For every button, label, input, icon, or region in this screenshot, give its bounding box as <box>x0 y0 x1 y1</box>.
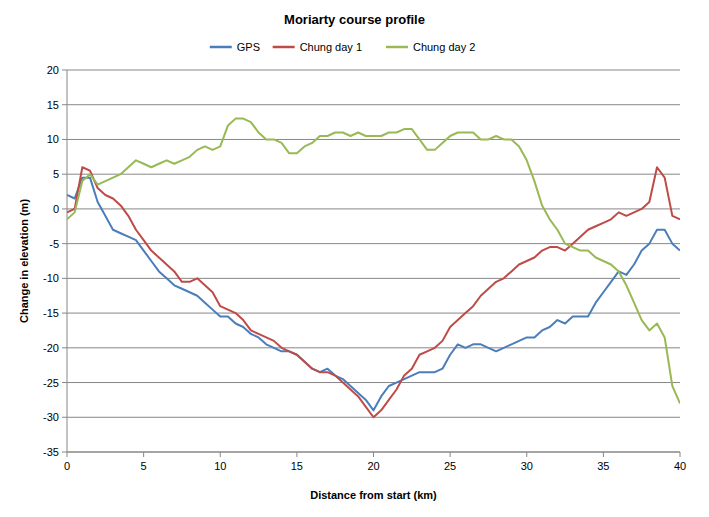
grid-line <box>67 104 680 105</box>
grid-line <box>67 70 680 71</box>
x-tick <box>220 452 221 457</box>
x-tick <box>526 452 527 457</box>
x-tick-label: 25 <box>444 460 456 472</box>
y-tick <box>62 452 67 453</box>
x-tick <box>680 452 681 457</box>
y-axis-label: Change in elevation (m) <box>18 199 30 323</box>
grid-line <box>67 347 680 348</box>
chart: -35 -30 -25 -20 -15 -10 -5 0 5 10 15 20 0 5 10 15 20 25 30… <box>0 0 709 517</box>
grid-line <box>67 313 680 314</box>
x-tick <box>450 452 451 457</box>
series-line <box>67 119 680 404</box>
y-tick-label: -10 <box>43 272 59 284</box>
legend-swatch <box>386 46 408 49</box>
y-tick <box>62 278 67 279</box>
x-axis-label: Distance from start (km) <box>310 489 437 501</box>
x-axis <box>67 452 680 453</box>
x-tick-label: 35 <box>597 460 609 472</box>
title: Moriarty course profile <box>284 12 425 27</box>
y-tick-label: -15 <box>43 307 59 319</box>
y-tick-label: -20 <box>43 342 59 354</box>
grid-line <box>67 452 680 453</box>
y-tick-label: 15 <box>47 99 59 111</box>
x-tick-label: 0 <box>64 460 70 472</box>
y-tick-label: 20 <box>47 64 59 76</box>
legend-swatch <box>210 46 232 49</box>
y-tick <box>62 104 67 105</box>
plot-area <box>67 119 680 418</box>
y-tick <box>62 243 67 244</box>
y-tick <box>62 70 67 71</box>
x-tick <box>67 452 68 457</box>
grid-line <box>67 278 680 279</box>
x-tick-label: 5 <box>141 460 147 472</box>
legend-label: Chung day 1 <box>300 41 362 53</box>
grid-line <box>67 382 680 383</box>
x-tick <box>373 452 374 457</box>
x-tick-label: 30 <box>521 460 533 472</box>
y-tick <box>62 139 67 140</box>
x-tick-label: 15 <box>291 460 303 472</box>
series-line <box>67 167 680 417</box>
legend-label: Chung day 2 <box>413 41 475 53</box>
legend-swatch <box>273 46 295 49</box>
y-tick <box>62 382 67 383</box>
legend: GPS Chung day 1 Chung day 2 <box>210 41 476 53</box>
grid-line <box>67 208 680 209</box>
y-tick-label: -25 <box>43 377 59 389</box>
y-axis <box>67 70 68 452</box>
grid-line <box>67 174 680 175</box>
background <box>0 0 709 517</box>
legend-label: GPS <box>237 41 260 53</box>
grid-line <box>67 139 680 140</box>
y-tick-label: -5 <box>49 238 59 250</box>
y-tick <box>62 417 67 418</box>
x-tick-label: 10 <box>214 460 226 472</box>
x-tick-label: 40 <box>674 460 686 472</box>
y-tick-label: 0 <box>53 203 59 215</box>
y-tick-label: -30 <box>43 411 59 423</box>
y-tick-label: -35 <box>43 446 59 458</box>
y-tick-label: 10 <box>47 133 59 145</box>
series-line <box>67 178 680 411</box>
grid-line <box>67 243 680 244</box>
y-tick <box>62 208 67 209</box>
y-tick <box>62 347 67 348</box>
x-tick <box>603 452 604 457</box>
x-tick <box>296 452 297 457</box>
x-tick-label: 20 <box>367 460 379 472</box>
y-tick <box>62 313 67 314</box>
x-tick <box>143 452 144 457</box>
y-tick <box>62 174 67 175</box>
y-tick-label: 5 <box>53 168 59 180</box>
